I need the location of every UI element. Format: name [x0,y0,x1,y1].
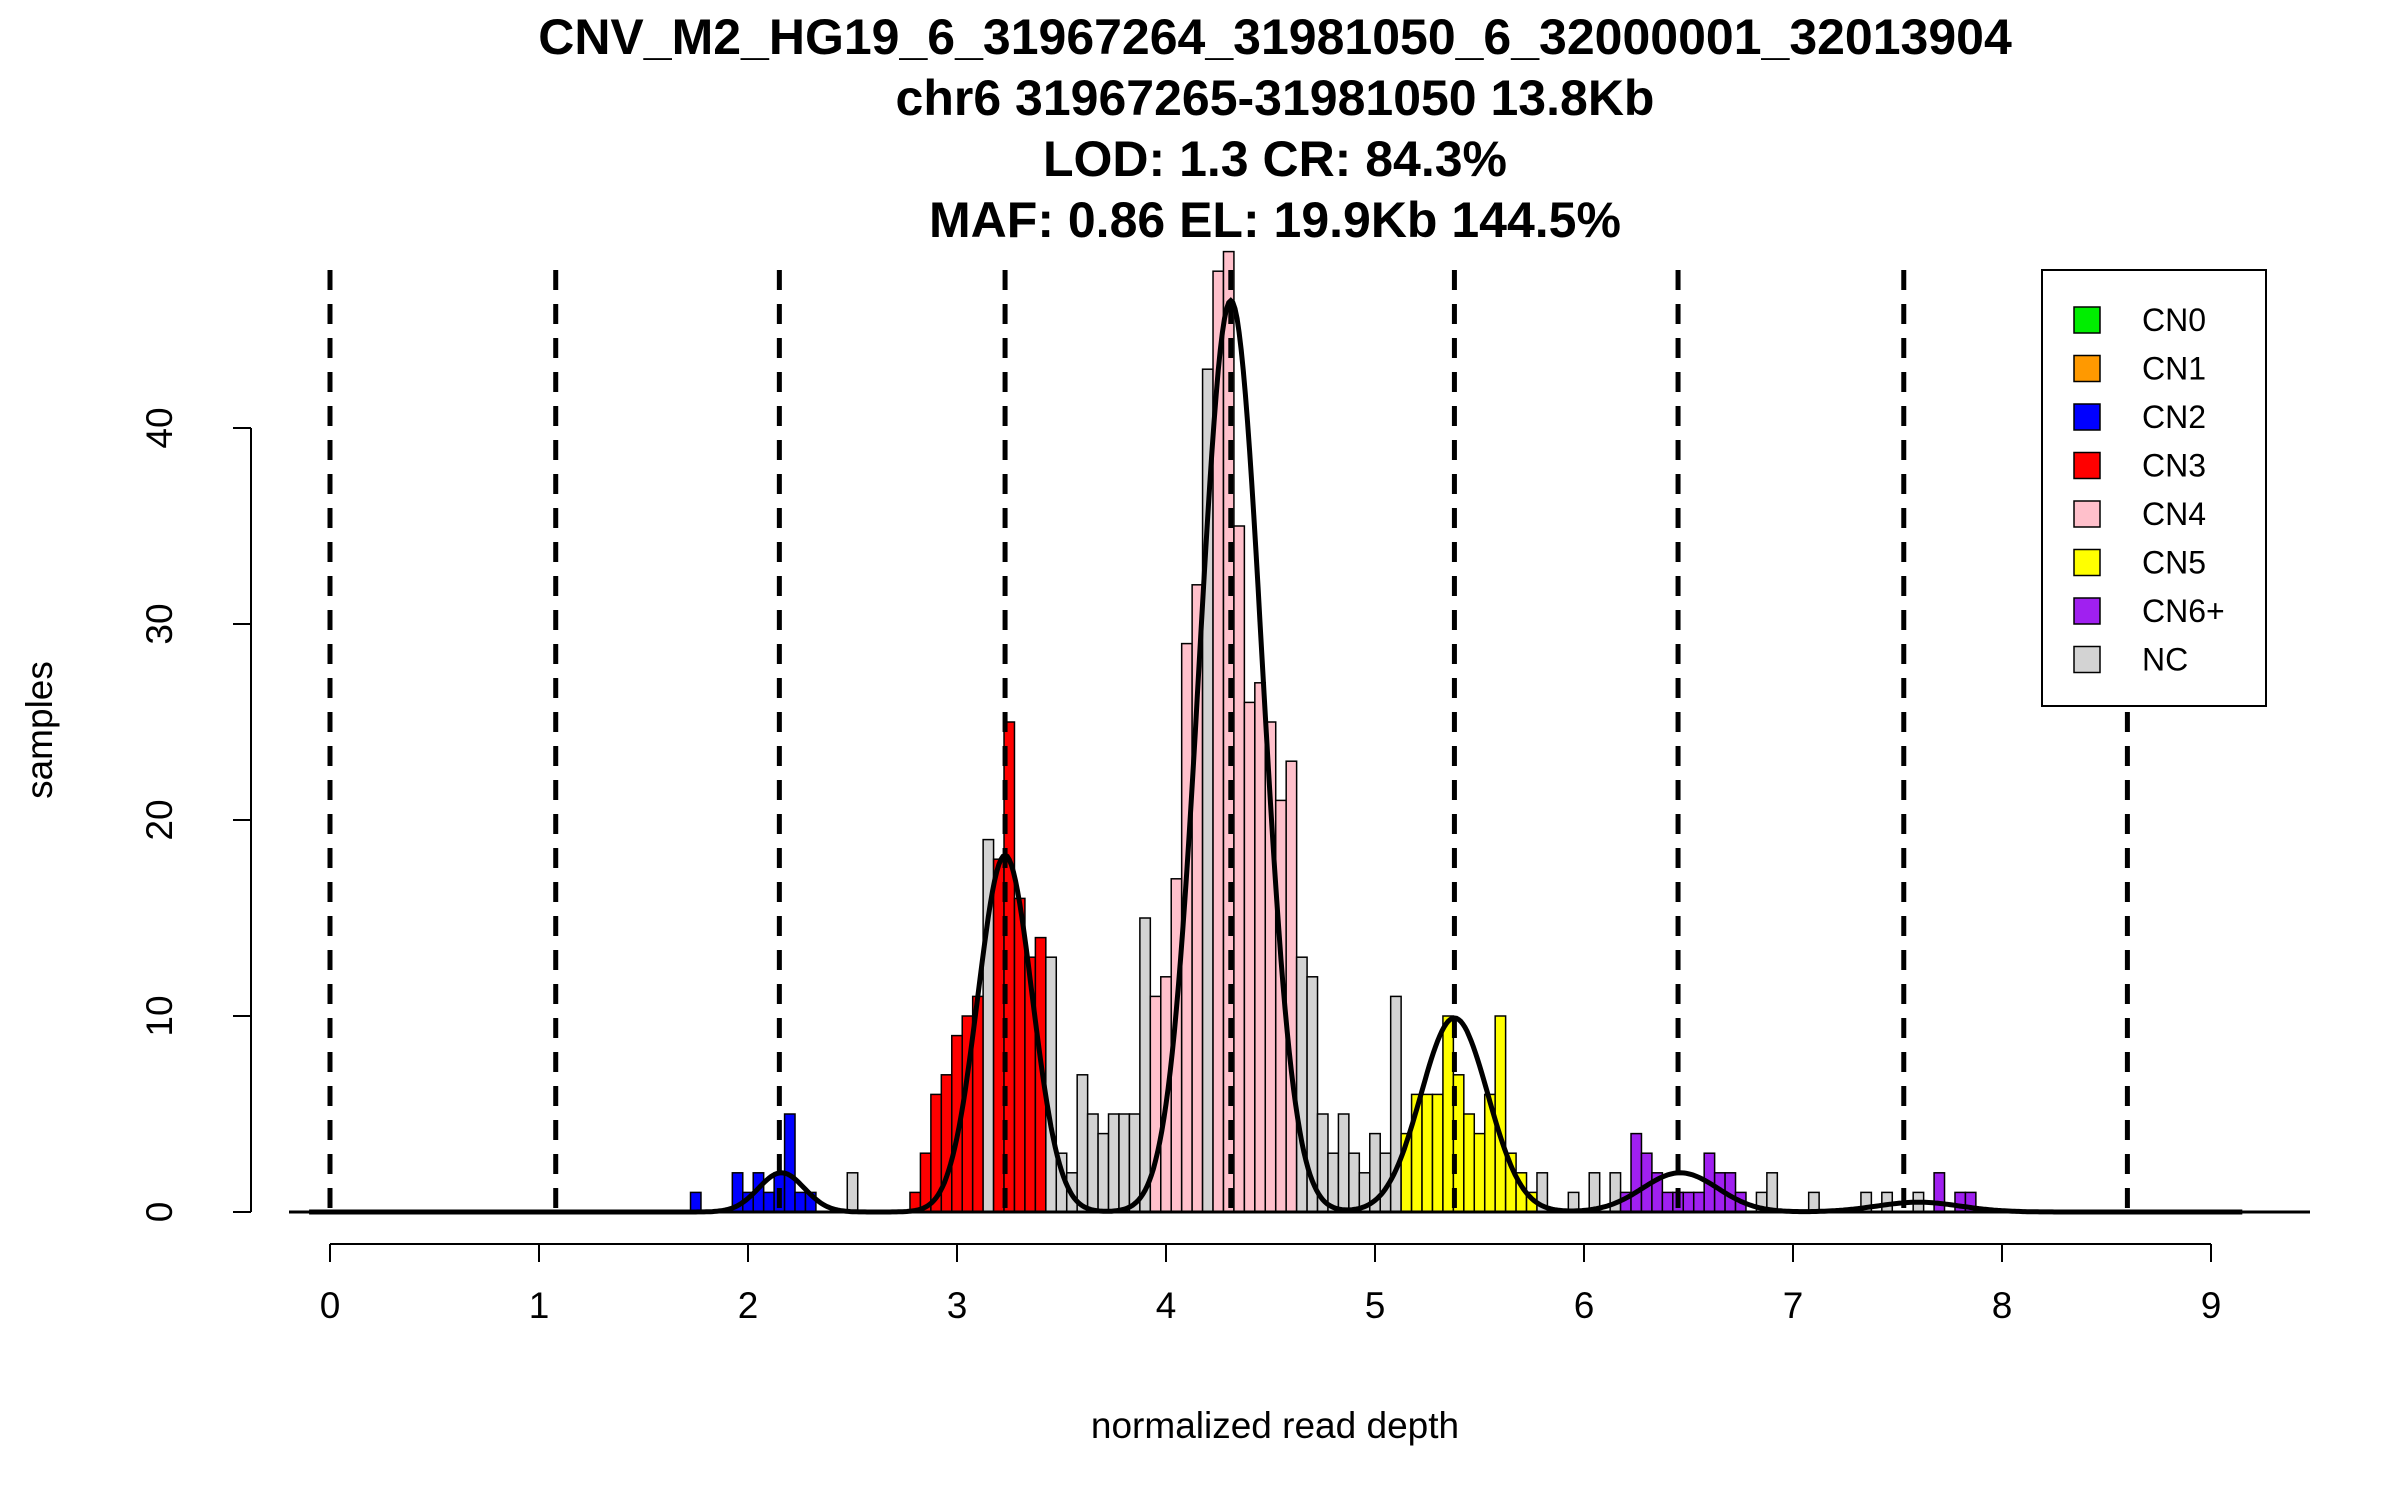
x-tick-label: 4 [1156,1285,1177,1326]
histogram-bar [1630,1132,1643,1213]
histogram-bar [1243,701,1256,1213]
y-tick-label: 40 [139,407,180,448]
histogram-bar [992,858,1005,1213]
chart-title-line-2: chr6 31967265-31981050 13.8Kb [896,70,1655,126]
histogram-bar [1139,917,1152,1213]
histogram-bar [1421,1093,1434,1213]
legend-swatch [2073,548,2101,577]
histogram-bar [1442,1015,1455,1213]
x-axis-label: normalized read depth [1091,1405,1459,1446]
histogram-bar [1285,760,1298,1213]
cutoff-lines [327,270,2130,1212]
histogram-bar [1107,1113,1120,1213]
histogram-bar [1494,1015,1507,1213]
legend: CN0 CN1 CN2 CN3 CN4 CN5 CN6+ NC [2041,269,2267,707]
histogram-bar [1692,1191,1705,1213]
x-tick-label: 8 [1992,1285,2013,1326]
x-tick-label: 5 [1365,1285,1386,1326]
legend-label: CN4 [2142,496,2206,532]
histogram-bar [1431,1093,1444,1213]
legend-label: CN3 [2142,448,2206,484]
histogram-bar [1118,1113,1131,1213]
histogram-bar [794,1191,807,1213]
y-axis: 0 10 20 30 40 [139,407,252,1223]
histogram-bar [1295,956,1308,1213]
legend-label: CN6+ [2142,593,2225,629]
legend-swatch [2073,354,2101,383]
x-tick-label: 0 [320,1285,341,1326]
chart-title-line-4: MAF: 0.86 EL: 19.9Kb 144.5% [929,192,1621,248]
histogram-bar [846,1172,859,1213]
histogram-bar [1337,1113,1350,1213]
legend-label: CN2 [2142,399,2206,435]
legend-swatch [2073,500,2101,528]
histogram-bar [1097,1132,1110,1213]
legend-box [2041,269,2267,707]
x-axis: 0 1 2 3 4 5 6 7 8 9 [320,1243,2222,1326]
y-tick-label: 10 [139,995,180,1036]
x-tick-label: 1 [529,1285,550,1326]
legend-swatch [2073,451,2101,480]
legend-label: CN0 [2142,302,2206,338]
histogram-bar [1233,525,1246,1213]
histogram-bar [1254,682,1267,1213]
chart-title-line-3: LOD: 1.3 CR: 84.3% [1043,131,1507,187]
y-tick-label: 20 [139,799,180,840]
histogram-bar [1348,1152,1361,1213]
x-tick-label: 2 [738,1285,759,1326]
histogram-bar [1473,1132,1486,1213]
legend-label: CN1 [2142,351,2206,387]
legend-label: NC [2142,642,2188,678]
histogram-bar [1661,1191,1674,1213]
x-tick-label: 3 [947,1285,968,1326]
histogram-bar [1076,1074,1089,1213]
histogram-bars [689,250,1977,1213]
histogram-bar [1766,1172,1779,1213]
histogram-bar [689,1191,702,1213]
y-axis-label: samples [19,661,60,799]
legend-label: CN5 [2142,545,2206,581]
histogram-bar [783,1113,796,1213]
chart-title-line-1: CNV_M2_HG19_6_31967264_31981050_6_320000… [538,9,2012,65]
legend-swatch [2073,306,2101,334]
histogram-bar [1954,1191,1967,1213]
x-tick-label: 7 [1783,1285,1804,1326]
legend-swatch [2073,403,2101,431]
histogram-bar [1463,1113,1476,1213]
histogram-bar [1086,1113,1099,1213]
legend-swatch [2073,645,2101,674]
x-tick-label: 6 [1574,1285,1595,1326]
histogram-bar [1682,1191,1695,1213]
x-tick-label: 9 [2201,1285,2222,1326]
legend-swatch [2073,597,2101,625]
y-tick-label: 0 [139,1202,180,1223]
y-tick-label: 30 [139,603,180,644]
histogram-bar [1045,956,1058,1213]
histogram-bar [762,1191,775,1213]
